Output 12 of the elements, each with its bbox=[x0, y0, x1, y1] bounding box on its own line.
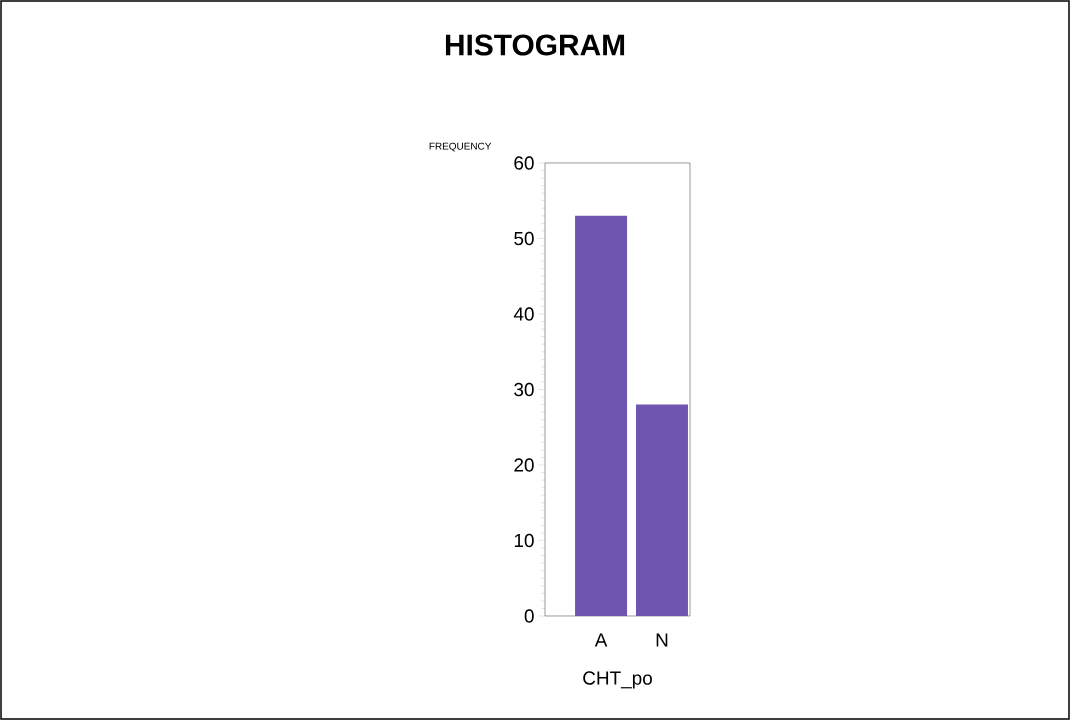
x-tick-label: A bbox=[594, 633, 608, 647]
y-tick-label: 60 bbox=[514, 156, 534, 170]
y-tick-label: 50 bbox=[514, 231, 534, 246]
y-tick-label: 10 bbox=[514, 533, 534, 548]
y-axis-title: FREQUENCY bbox=[429, 142, 492, 152]
y-tick-label: 40 bbox=[513, 307, 534, 321]
chart-title: HISTOGRAM bbox=[445, 34, 625, 56]
x-tick-label: N bbox=[656, 633, 668, 647]
x-axis-title: CHT_po bbox=[583, 671, 652, 689]
y-tick-label: 0 bbox=[524, 609, 534, 623]
y-tick-label: 30 bbox=[514, 382, 534, 397]
y-tick-label: 20 bbox=[514, 458, 534, 472]
